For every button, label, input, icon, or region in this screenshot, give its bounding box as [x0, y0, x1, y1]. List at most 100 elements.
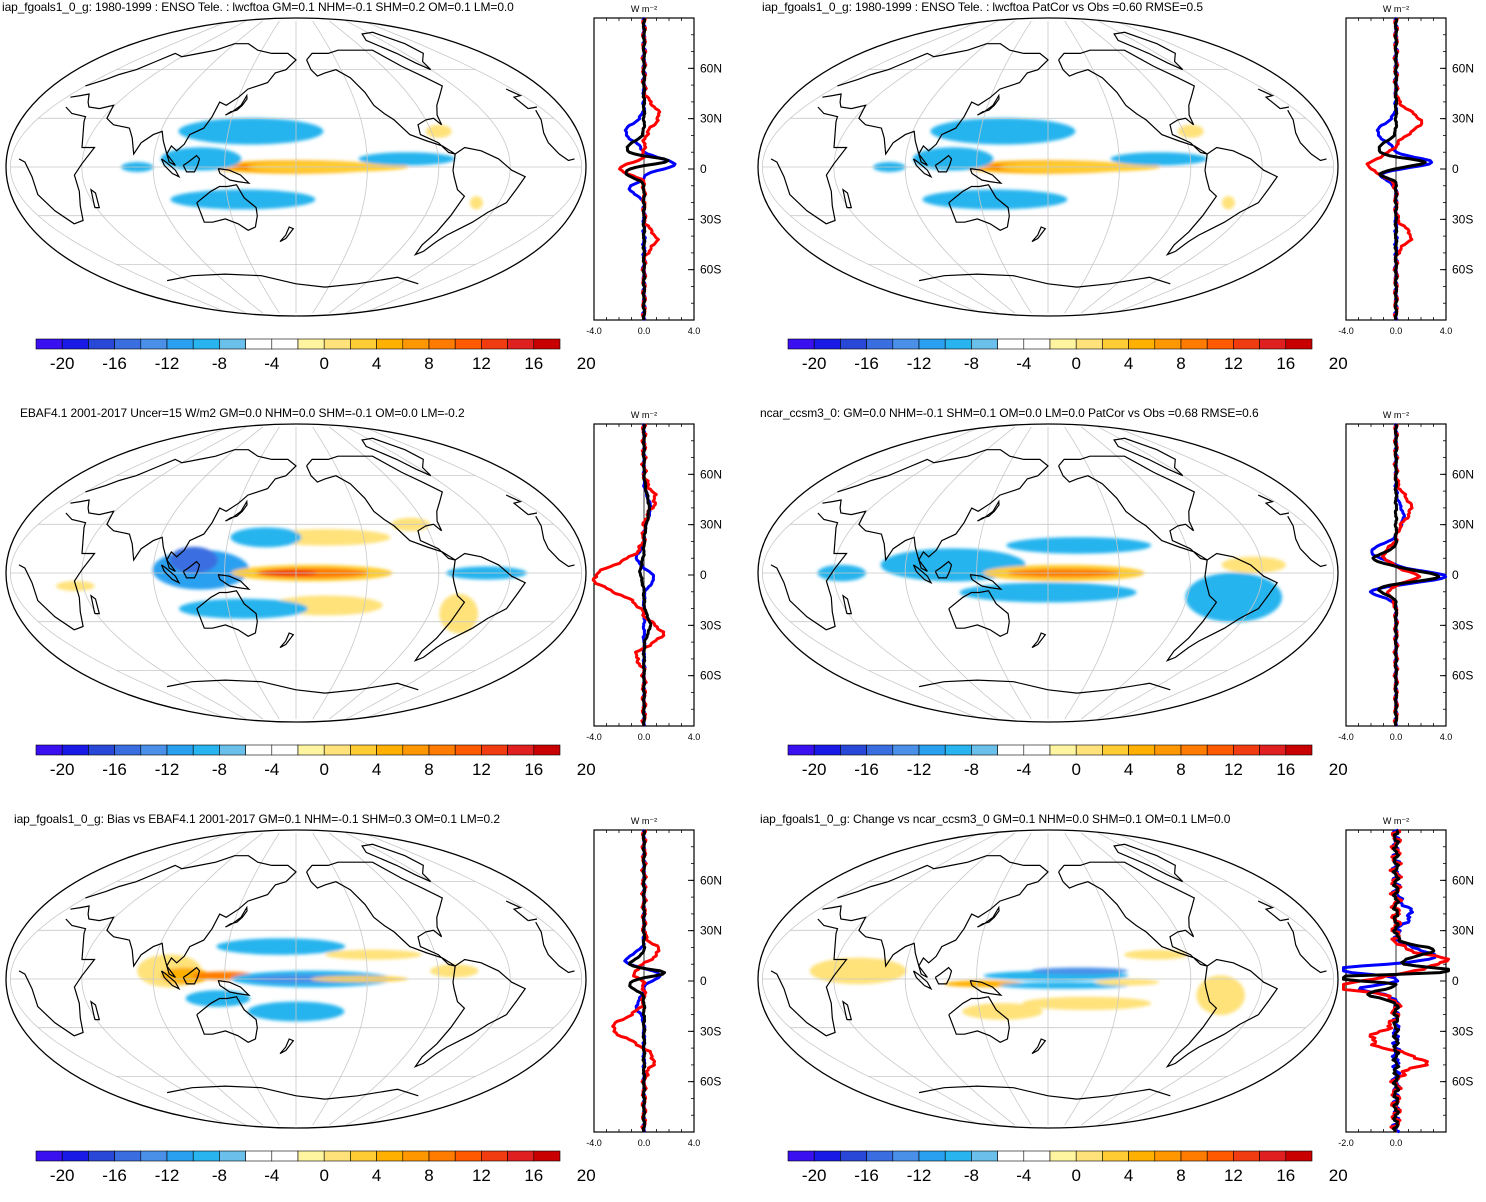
- panel-title: iap_fgoals1_0_g: 1980-1999 : ENSO Tele. …: [2, 0, 514, 14]
- coastline: [182, 560, 201, 579]
- graticule: [761, 832, 1335, 1126]
- colorbar-label: -12: [155, 760, 180, 779]
- coastline: [1047, 682, 1171, 694]
- anomaly-blob: [425, 124, 452, 138]
- coastline: [842, 188, 853, 209]
- colorbar-label: 20: [1329, 760, 1348, 779]
- coastline: [166, 679, 297, 691]
- zonal-lat-label: 0: [1452, 974, 1459, 988]
- colorbar-label: -8: [212, 1166, 227, 1185]
- anomaly-blob: [930, 118, 1076, 145]
- colorbar-swatch: [481, 744, 508, 756]
- coastline: [1257, 88, 1281, 110]
- zonal-mean-plot: W m⁻² 60N 30N 0 30S 60S -4.0 0.0 4.0: [1338, 410, 1474, 742]
- colorbar-label: 4: [372, 1166, 381, 1185]
- map-area: [6, 18, 586, 316]
- colorbar-swatch: [192, 744, 220, 756]
- coastline: [1031, 1038, 1047, 1055]
- colorbar-label: -8: [964, 760, 979, 779]
- coastline: [18, 106, 96, 225]
- colorbar-label: 4: [372, 760, 381, 779]
- coastline: [1113, 31, 1184, 71]
- colorbar-label: -12: [155, 1166, 180, 1185]
- colorbar-swatch: [918, 338, 946, 350]
- coastline: [505, 494, 529, 516]
- coastline: [1257, 494, 1281, 516]
- colorbar-swatch: [997, 744, 1025, 756]
- coastlines: [770, 31, 1327, 288]
- colorbar-swatch: [350, 744, 377, 756]
- coastline: [217, 168, 251, 185]
- coastline: [1031, 632, 1047, 649]
- coastline: [1165, 552, 1279, 662]
- colorbar-swatch: [1049, 338, 1077, 350]
- colorbar-label: 12: [472, 354, 491, 373]
- coastline: [1058, 49, 1208, 155]
- map-area: [6, 830, 586, 1128]
- colorbar-swatch: [271, 744, 299, 756]
- colorbar-swatch: [376, 744, 404, 756]
- colorbar-label: 16: [524, 354, 543, 373]
- zonal-lat-label: 30N: [700, 112, 722, 126]
- zonal-x-tick-label: 0.0: [638, 326, 651, 336]
- coastline: [1165, 958, 1279, 1068]
- colorbar-swatch: [297, 1150, 325, 1162]
- zonal-mean-plot: W m⁻² 60N 30N 0 30S 60S -4.0 0.0 4.0: [586, 4, 722, 336]
- zonal-unit: W m⁻²: [1383, 816, 1409, 826]
- colorbar-swatch: [350, 338, 377, 350]
- zonal-lat-label: 0: [700, 974, 707, 988]
- coastline: [18, 512, 96, 631]
- graticule: [9, 832, 583, 1126]
- zonal-mean-plot: W m⁻² 60N 30N 0 30S 60S -4.0 0.0 4.0: [586, 816, 722, 1148]
- colorbar-label: 0: [319, 1166, 328, 1185]
- anomaly-blob: [1177, 124, 1204, 138]
- colorbar-label: -4: [264, 1166, 279, 1185]
- map-panel: ncar_ccsm3_0: GM=0.0 NHM=-0.1 SHM=0.1 OM…: [752, 406, 1486, 796]
- coastline: [279, 226, 295, 243]
- coastline: [528, 106, 538, 110]
- anomaly-blob: [178, 118, 324, 145]
- colorbar-swatch: [1180, 1150, 1208, 1162]
- coastline: [90, 1000, 101, 1021]
- colorbar-swatch: [840, 338, 867, 350]
- coastline: [977, 93, 1000, 116]
- colorbar-swatch: [402, 338, 430, 350]
- coastline: [547, 954, 575, 974]
- graticule: [9, 426, 583, 720]
- colorbar-label: -16: [102, 354, 127, 373]
- map-area: [758, 830, 1338, 1128]
- coastline: [196, 590, 258, 637]
- zonal-lat-label: 60N: [1452, 61, 1474, 75]
- colorbar-swatch: [813, 744, 841, 756]
- colorbar-swatch: [866, 338, 894, 350]
- colorbar-swatch: [787, 1150, 815, 1162]
- colorbar-swatch: [1049, 744, 1077, 756]
- zonal-lat-label: 60N: [1452, 873, 1474, 887]
- colorbar-swatch: [1180, 744, 1208, 756]
- coastline: [361, 31, 432, 71]
- coastline: [1280, 512, 1290, 516]
- colorbar-swatch: [1233, 744, 1260, 756]
- coastline: [912, 158, 933, 179]
- coastline: [160, 564, 181, 585]
- map-border: [757, 17, 1339, 317]
- coastline: [225, 93, 248, 116]
- coastline: [822, 855, 1049, 978]
- colorbar-swatch: [454, 338, 482, 350]
- colorbar-swatch: [245, 1150, 273, 1162]
- coastline: [1031, 226, 1047, 243]
- coastline: [535, 515, 549, 549]
- coastline: [934, 966, 953, 985]
- zonal-x-tick-label: 0.0: [1390, 1138, 1403, 1148]
- coastline: [918, 679, 1049, 691]
- colorbar-swatch: [35, 338, 63, 350]
- colorbar-swatch: [402, 744, 430, 756]
- coastline: [918, 1085, 1049, 1097]
- anomaly-blob: [962, 1003, 1043, 1020]
- map-and-profile-svg: -20 -16 -12 -8 -4 0 4 8 12 16 20 W m⁻² 60N 30N 0 30S 60S…: [757, 816, 1474, 1185]
- colorbar-swatch: [1154, 338, 1182, 350]
- colorbar-swatch: [787, 744, 815, 756]
- colorbar-swatch: [1102, 1150, 1129, 1162]
- colorbar-swatch: [1102, 744, 1129, 756]
- colorbar-swatch: [1049, 1150, 1077, 1162]
